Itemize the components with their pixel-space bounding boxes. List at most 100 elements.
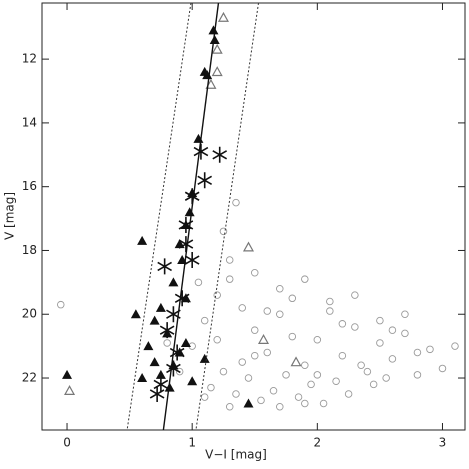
circle-point: [426, 345, 434, 354]
circle-point: [213, 291, 221, 299]
star-point: [157, 258, 172, 275]
circle-point: [163, 339, 171, 347]
circle-point: [251, 326, 259, 334]
circle-point: [288, 294, 297, 303]
triangle-point: [199, 353, 210, 363]
triangle-point: [199, 66, 210, 76]
y-tick-label: 22: [22, 371, 37, 385]
triangle-point: [243, 398, 254, 408]
circle-point: [376, 339, 384, 347]
triangle-point: [180, 293, 191, 303]
circle-point: [438, 364, 447, 373]
triangle-point: [143, 341, 154, 351]
circle-point: [232, 390, 240, 398]
circle-point: [313, 371, 322, 379]
plot-frame: [41, 2, 466, 431]
circle-point: [194, 278, 203, 287]
circle-point: [332, 377, 340, 385]
x-tick-label: 1: [188, 436, 196, 450]
y-tick-label: 16: [22, 179, 37, 193]
triangle-point: [187, 376, 198, 386]
star-point: [149, 385, 165, 402]
circle-point: [276, 284, 284, 293]
circle-point: [351, 291, 359, 299]
circle-point: [251, 269, 259, 277]
circle-point: [357, 361, 365, 370]
circle-point: [301, 275, 309, 283]
triangle-point: [180, 337, 191, 347]
y-tick-label: 14: [22, 115, 37, 129]
circle-point: [276, 402, 284, 411]
circle-point: [238, 358, 246, 366]
triangle-point: [209, 34, 220, 44]
triangle-point: [62, 369, 73, 379]
circle-point: [413, 371, 422, 379]
circle-point: [207, 383, 215, 392]
triangle-point: [164, 382, 175, 392]
circle-point: [326, 307, 334, 315]
circle-point: [225, 256, 234, 264]
triangle-point: [137, 373, 148, 383]
circle-point: [294, 393, 303, 401]
circle-point: [344, 390, 353, 398]
triangle-point: [149, 315, 160, 325]
circle-point: [251, 351, 259, 360]
open-triangle-point: [217, 11, 229, 22]
y-tick-label: 12: [22, 52, 37, 66]
circle-point: [175, 367, 184, 376]
triangle-point: [208, 25, 219, 35]
star-point: [174, 290, 190, 307]
y-tick-label: 18: [22, 243, 37, 257]
fit-line: [195, 2, 260, 431]
circle-point: [388, 355, 397, 363]
circle-point: [401, 310, 409, 318]
open-triangle-point: [205, 78, 217, 89]
open-triangle-point: [64, 385, 76, 395]
circle-point: [282, 371, 290, 379]
circle-point: [319, 399, 328, 408]
circle-point: [200, 316, 209, 325]
star-point: [197, 172, 213, 189]
circle-point: [401, 329, 409, 338]
circle-point: [338, 320, 347, 328]
x-tick-label: 2: [314, 436, 322, 450]
circle-point: [451, 342, 459, 350]
triangle-point: [149, 357, 160, 367]
circle-point: [338, 351, 347, 360]
circle-point: [238, 304, 246, 312]
circle-point: [219, 227, 228, 236]
circle-point: [219, 367, 228, 376]
circle-point: [369, 380, 378, 389]
circle-point: [244, 374, 253, 382]
open-triangle-point: [211, 66, 223, 77]
circle-point: [232, 198, 240, 207]
x-axis-label: V−I [mag]: [205, 448, 267, 462]
circle-point: [57, 300, 65, 309]
circle-point: [382, 374, 390, 382]
circle-point: [257, 396, 265, 405]
x-tick-label: 3: [439, 436, 447, 450]
star-point: [184, 252, 200, 269]
circle-point: [313, 336, 322, 344]
circle-point: [200, 393, 209, 401]
triangle-point: [168, 277, 179, 287]
star-point: [166, 360, 181, 377]
star-point: [153, 376, 169, 393]
circle-point: [376, 316, 384, 325]
circle-point: [388, 326, 397, 334]
circle-point: [326, 297, 334, 306]
open-triangle-point: [290, 356, 302, 367]
y-tick-label: 20: [22, 307, 37, 321]
circle-point: [213, 336, 221, 344]
circle-point: [225, 275, 234, 283]
circle-point: [276, 310, 284, 318]
circle-point: [301, 361, 309, 370]
circle-point: [288, 332, 297, 341]
circle-point: [413, 348, 422, 357]
star-point: [193, 143, 209, 160]
triangle-point: [184, 207, 195, 217]
x-tick-label: 0: [63, 436, 71, 450]
fit-line: [162, 2, 220, 431]
open-triangle-point: [211, 43, 223, 54]
